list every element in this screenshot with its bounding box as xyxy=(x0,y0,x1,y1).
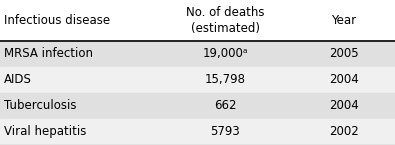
Text: 15,798: 15,798 xyxy=(205,73,246,86)
Text: 2005: 2005 xyxy=(329,47,359,60)
Bar xyxy=(0,119,395,145)
Text: 2004: 2004 xyxy=(329,73,359,86)
Text: 19,000ᵃ: 19,000ᵃ xyxy=(202,47,248,60)
Text: 5793: 5793 xyxy=(210,125,240,138)
Text: 662: 662 xyxy=(214,99,236,112)
Text: No. of deaths
(estimated): No. of deaths (estimated) xyxy=(186,6,264,35)
Text: Viral hepatitis: Viral hepatitis xyxy=(4,125,87,138)
Text: 2002: 2002 xyxy=(329,125,359,138)
Bar xyxy=(0,93,395,119)
Text: AIDS: AIDS xyxy=(4,73,32,86)
Text: Tuberculosis: Tuberculosis xyxy=(4,99,77,112)
Text: 2004: 2004 xyxy=(329,99,359,112)
Bar xyxy=(0,0,395,41)
Text: Infectious disease: Infectious disease xyxy=(4,14,110,27)
Bar xyxy=(0,67,395,93)
Bar xyxy=(0,41,395,67)
Text: MRSA infection: MRSA infection xyxy=(4,47,93,60)
Text: Year: Year xyxy=(331,14,356,27)
